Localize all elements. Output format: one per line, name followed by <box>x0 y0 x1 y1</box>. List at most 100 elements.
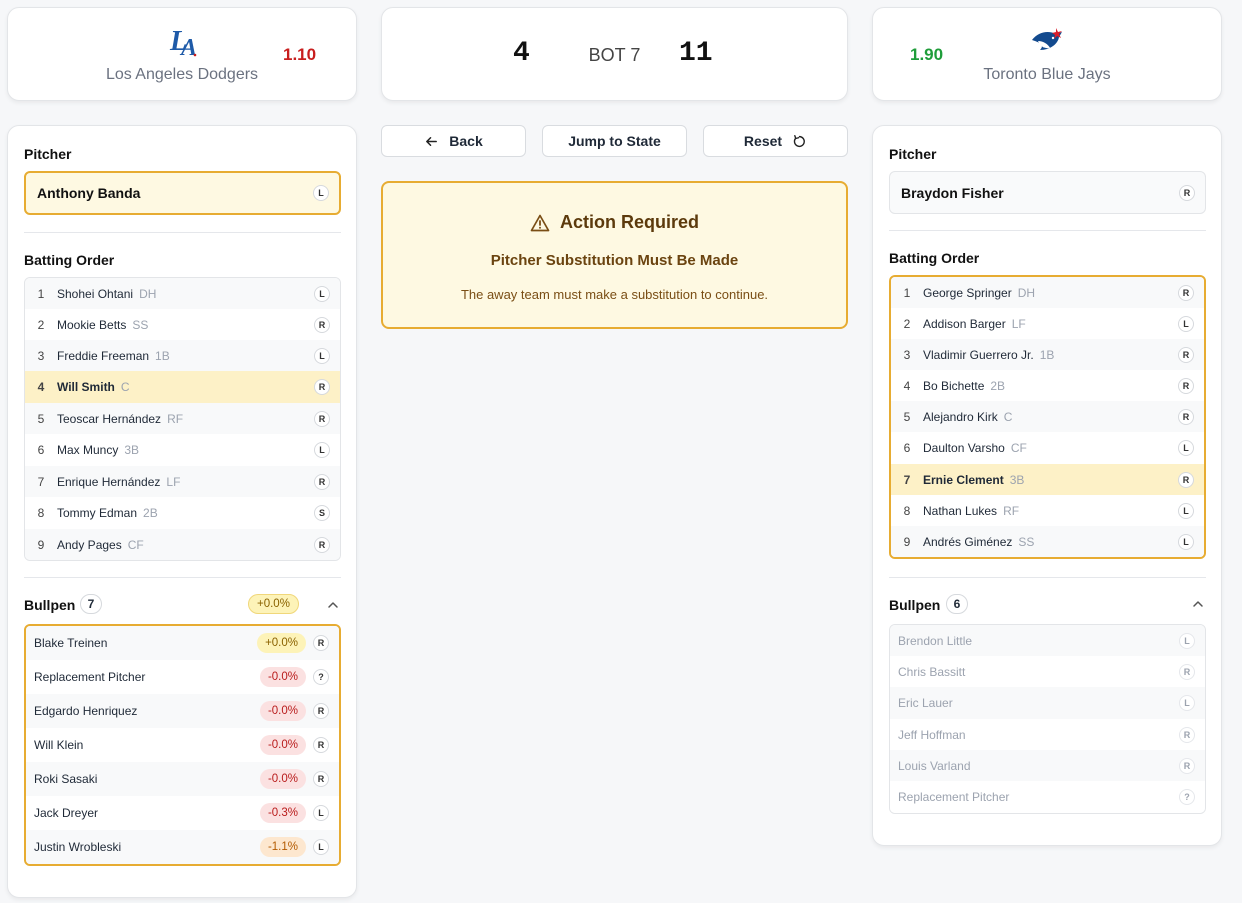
batter-position: RF <box>167 411 184 426</box>
pitcher-hand: R <box>313 635 329 651</box>
bullpen-pitcher-row[interactable]: Eric Lauer L <box>890 687 1205 719</box>
batter-hand: L <box>314 285 330 302</box>
batter-row[interactable]: 5 Teoscar Hernández RF R <box>25 403 340 434</box>
batter-hand: L <box>1178 440 1194 456</box>
away-bullpen-count: 7 <box>80 594 102 614</box>
batter-hand: R <box>314 316 330 333</box>
bullpen-pitcher-row[interactable]: Replacement Pitcher? <box>890 781 1205 813</box>
bullpen-pitcher-row[interactable]: Will Klein -0.0% R <box>26 728 339 762</box>
away-batting-order-list: 1 Shohei Ohtani DH L 2 Mookie Betts SS R 3 Fred… <box>24 277 341 561</box>
batter-row[interactable]: 2 Addison Barger LF L <box>891 308 1204 339</box>
svg-text:L: L <box>169 26 187 57</box>
batter-position: SS <box>1018 534 1035 549</box>
batter-position: CF <box>127 537 144 552</box>
batter-row[interactable]: 9 Andy Pages CF R <box>25 529 340 560</box>
home-odds: 1.90 <box>910 45 944 64</box>
divider <box>889 577 1206 578</box>
action-subtitle: Pitcher Substitution Must Be Made <box>490 252 739 269</box>
chevron-up-icon[interactable] <box>326 598 340 612</box>
bullpen-pitcher-row[interactable]: Louis Varland R <box>890 750 1205 781</box>
batter-row[interactable]: 3 Freddie Freeman 1B L <box>25 340 340 371</box>
blue-jays-logo-icon <box>1032 28 1062 50</box>
pitcher-hand: ? <box>1179 789 1195 805</box>
batter-row[interactable]: 1 Shohei Ohtani DH L <box>25 278 340 309</box>
away-batting-order-label: Batting Order <box>24 252 115 268</box>
batter-position: C <box>1003 409 1013 424</box>
batter-number: 2 <box>37 317 45 332</box>
batter-number: 7 <box>37 474 45 489</box>
away-current-pitcher[interactable]: Anthony Banda L <box>24 171 341 215</box>
batter-name: Ernie Clement <box>923 472 1004 487</box>
batter-position: C <box>120 380 130 394</box>
batter-row[interactable]: 3 Vladimir Guerrero Jr. 1B R <box>891 339 1204 370</box>
jump-to-state-button[interactable]: Jump to State <box>542 125 687 157</box>
bullpen-pitcher-row[interactable]: Replacement Pitcher -0.0%? <box>26 660 339 694</box>
home-team-name: Toronto Blue Jays <box>983 66 1111 83</box>
bullpen-pitcher-row[interactable]: Jack Dreyer -0.3% L <box>26 796 339 830</box>
batter-number: 4 <box>903 378 911 393</box>
away-score: 4 <box>513 38 530 69</box>
chevron-up-icon[interactable] <box>1191 597 1205 611</box>
bullpen-pitcher-row[interactable]: Roki Sasaki -0.0% R <box>26 762 339 796</box>
bullpen-pitcher-row[interactable]: Blake Treinen +0.0% R <box>26 626 339 660</box>
batter-row[interactable]: 9 Andrés Giménez SS L <box>891 526 1204 557</box>
away-bullpen-label: Bullpen <box>24 597 76 613</box>
bullpen-pitcher-row[interactable]: Chris Bassitt R <box>890 656 1205 687</box>
batter-number: 3 <box>903 347 911 362</box>
batter-row-current[interactable]: 7 Ernie Clement 3B R <box>891 464 1204 495</box>
reset-button[interactable]: Reset <box>703 125 848 157</box>
batter-hand: L <box>314 347 330 364</box>
away-team-name: Los Angeles Dodgers <box>105 66 259 83</box>
home-team-card: 1.90 Toronto Blue Jays <box>872 7 1222 101</box>
batter-row[interactable]: 5 Alejandro Kirk C R <box>891 401 1204 432</box>
home-pitcher-label: Pitcher <box>889 146 937 162</box>
reset-icon <box>793 134 805 147</box>
divider <box>889 230 1206 231</box>
win-delta-badge: -1.1% <box>259 837 306 857</box>
batter-position: RF <box>1003 503 1020 518</box>
batter-name: Mookie Betts <box>57 317 127 332</box>
action-message: The away team must make a substitution t… <box>460 287 769 302</box>
away-team-card: L A 1.10 Los Angeles Dodgers <box>7 7 357 101</box>
home-current-pitcher[interactable]: Braydon Fisher R <box>889 171 1206 214</box>
batter-hand: L <box>1178 502 1194 519</box>
bullpen-pitcher-row[interactable]: Brendon Little L <box>890 625 1205 656</box>
home-bullpen-label: Bullpen <box>889 597 941 613</box>
batter-position: 1B <box>1039 347 1055 362</box>
batter-position: 3B <box>124 443 140 457</box>
batter-row[interactable]: 1 George Springer DH R <box>891 277 1204 308</box>
batter-row[interactable]: 6 Max Muncy 3B L <box>25 434 340 466</box>
divider <box>24 577 341 578</box>
batter-name: Alejandro Kirk <box>923 409 998 424</box>
home-batting-order-list: 1 George Springer DH R 2 Addison Barger LF L 3… <box>889 275 1206 559</box>
bullpen-pitcher-name: Brendon Little <box>898 633 973 648</box>
batter-number: 1 <box>37 286 45 301</box>
batter-name: Andrés Giménez <box>923 534 1013 549</box>
bullpen-pitcher-row[interactable]: Jeff Hoffman R <box>890 719 1205 750</box>
bullpen-pitcher-row[interactable]: Justin Wrobleski -1.1% L <box>26 830 339 864</box>
batter-row[interactable]: 8 Tommy Edman 2B S <box>25 497 340 529</box>
batter-name: George Springer <box>923 285 1012 300</box>
batter-number: 3 <box>37 348 45 363</box>
batter-row[interactable]: 6 Daulton Varsho CF L <box>891 432 1204 464</box>
win-delta-badge: +0.0% <box>257 633 306 653</box>
batter-position: DH <box>1017 285 1036 300</box>
home-roster-panel: Pitcher Braydon Fisher R Batting Order 1… <box>872 125 1222 846</box>
bullpen-pitcher-name: Edgardo Henriquez <box>34 704 138 718</box>
batter-name: Max Muncy <box>57 443 119 457</box>
bullpen-pitcher-name: Roki Sasaki <box>34 772 98 786</box>
reset-button-label: Reset <box>743 133 783 149</box>
batter-row[interactable]: 8 Nathan Lukes RF L <box>891 495 1204 526</box>
home-bullpen-list: Brendon Little L Chris Bassitt R Eric Laue… <box>889 624 1206 814</box>
batter-row[interactable]: 2 Mookie Betts SS R <box>25 309 340 340</box>
batter-row[interactable]: 4 Bo Bichette 2B R <box>891 370 1204 401</box>
away-pitcher-name: Anthony Banda <box>37 185 141 201</box>
batter-row[interactable]: 7 Enrique Hernández LF R <box>25 466 340 497</box>
win-delta-badge: -0.0% <box>259 701 306 721</box>
bullpen-pitcher-row[interactable]: Edgardo Henriquez -0.0% R <box>26 694 339 728</box>
batter-name: Nathan Lukes <box>923 503 998 518</box>
home-pitcher-hand: R <box>1179 184 1195 201</box>
back-button[interactable]: Back <box>381 125 526 157</box>
batter-row-current[interactable]: 4 Will Smith C R <box>25 371 340 403</box>
away-bullpen-win-delta: +0.0% <box>248 594 299 614</box>
